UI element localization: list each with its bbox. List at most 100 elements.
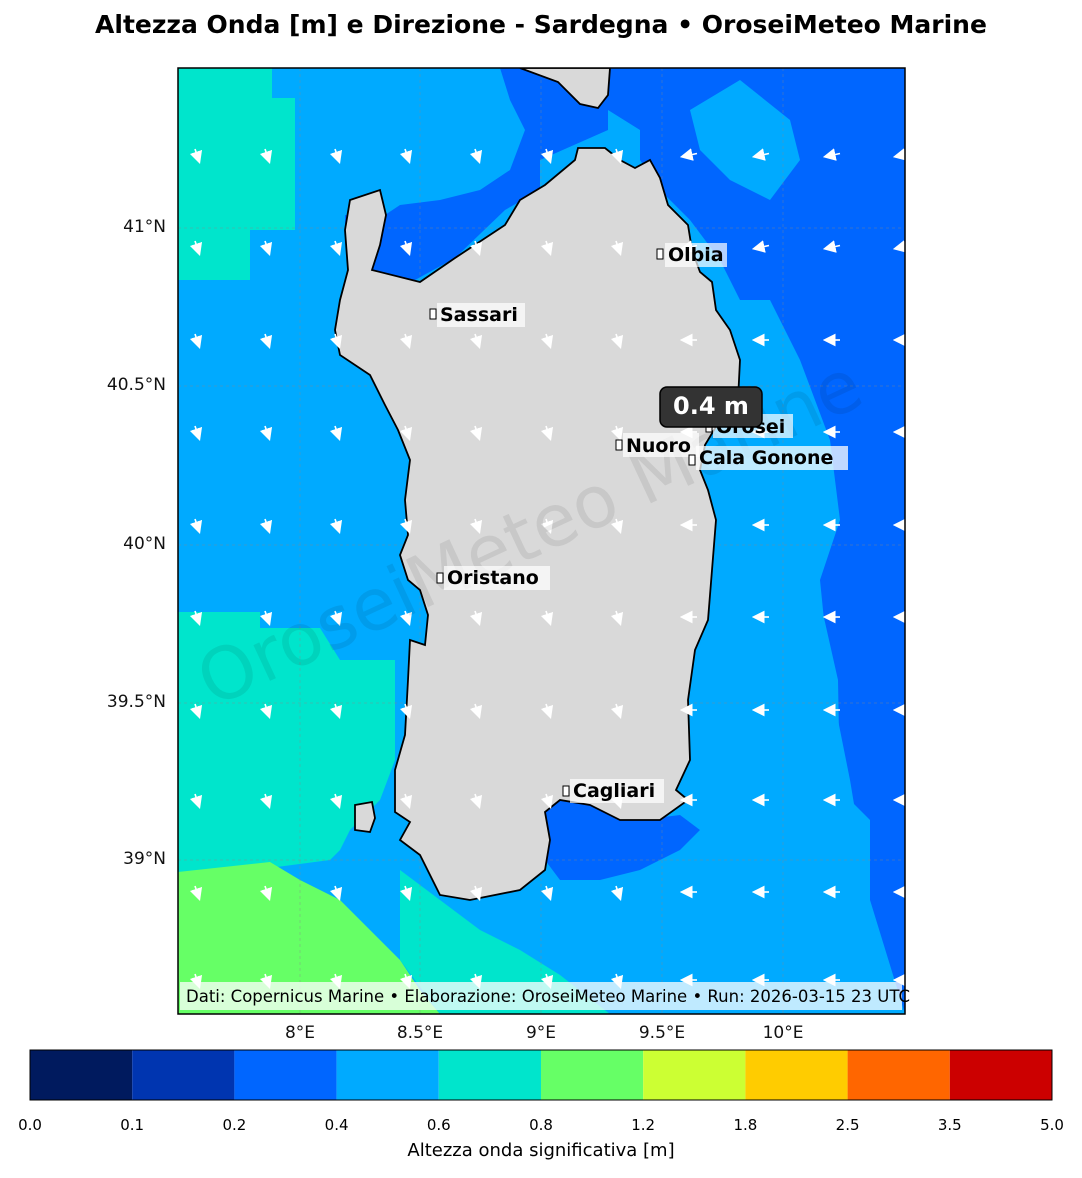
svg-text:Olbia: Olbia [668, 244, 724, 266]
direction-arrow [751, 148, 770, 161]
colorbar-tick: 1.2 [631, 1116, 656, 1134]
y-tick-40-5: 40.5°N [106, 375, 166, 395]
sea-zone-northeast [608, 68, 905, 1014]
direction-arrow [399, 793, 413, 810]
direction-arrow [822, 148, 841, 161]
svg-text:Dati: Copernicus Marine • Elab: Dati: Copernicus Marine • Elaborazione: … [186, 987, 910, 1006]
direction-arrow [259, 885, 273, 902]
colorbar-tick: 3.5 [937, 1116, 962, 1134]
city-cala-gonone: Cala Gonone [688, 446, 848, 470]
data-source-footer: Dati: Copernicus Marine • Elaborazione: … [180, 982, 910, 1010]
direction-arrow [259, 610, 273, 627]
direction-arrow [679, 148, 698, 161]
x-tick-9: 9°E [525, 1023, 557, 1043]
svg-text:Cagliari: Cagliari [573, 780, 655, 802]
sea-zone-northeast-light [690, 80, 800, 200]
direction-arrow [259, 333, 273, 350]
direction-arrow [822, 240, 841, 253]
sea-zone-west-north [178, 68, 295, 280]
direction-arrow [259, 793, 273, 810]
colorbar-tick: 1.8 [733, 1116, 758, 1134]
direction-arrow [259, 703, 273, 720]
direction-arrow [189, 703, 203, 720]
direction-arrow [189, 518, 203, 535]
direction-arrow [610, 425, 624, 442]
x-tick-9-5: 9.5°E [638, 1023, 686, 1043]
direction-arrow [259, 518, 273, 535]
colorbar-segment [745, 1050, 848, 1100]
direction-arrow [329, 610, 343, 627]
city-cagliari: Cagliari [562, 779, 664, 803]
y-tick-41: 41°N [123, 217, 166, 237]
corsica-land [519, 68, 611, 110]
direction-arrow [540, 885, 554, 902]
direction-arrow [540, 333, 554, 350]
svg-text:Oristano: Oristano [447, 567, 539, 589]
direction-arrow [399, 518, 413, 535]
y-tick-40: 40°N [123, 534, 166, 554]
sea-zone-north [345, 68, 608, 280]
colorbar-tick: 2.5 [835, 1116, 860, 1134]
colorbar-segment [541, 1050, 644, 1100]
sea-zone-east-light [700, 300, 905, 1014]
y-tick-39: 39°N [123, 849, 166, 869]
city-olbia: Olbia [656, 243, 727, 267]
direction-arrow [259, 425, 273, 442]
direction-arrow [469, 703, 483, 720]
direction-arrow [399, 333, 413, 350]
colorbar-tick: 0.8 [529, 1116, 553, 1134]
direction-arrow [399, 240, 413, 257]
direction-arrow [329, 148, 343, 165]
direction-arrow [540, 425, 554, 442]
x-tick-8-5: 8.5°E [396, 1023, 444, 1043]
direction-arrow [399, 425, 413, 442]
colorbar-tick: 0.1 [120, 1116, 145, 1134]
direction-arrow [610, 518, 624, 535]
direction-arrow [540, 793, 554, 810]
x-tick-10: 10°E [762, 1023, 804, 1043]
direction-arrow [189, 793, 203, 810]
direction-arrow [329, 425, 343, 442]
direction-arrow [892, 148, 905, 161]
svg-text:0.4 m: 0.4 m [673, 392, 749, 420]
direction-arrow [540, 703, 554, 720]
map-title: Altezza Onda [m] e Direzione - Sardegna … [95, 10, 987, 39]
direction-arrow [189, 610, 203, 627]
colorbar-segment [643, 1050, 746, 1100]
direction-arrow [751, 240, 770, 253]
direction-arrow [469, 333, 483, 350]
direction-arrow [610, 703, 624, 720]
direction-arrow [892, 240, 905, 253]
colorbar-segment [234, 1050, 337, 1100]
direction-arrow [469, 793, 483, 810]
svg-text:Cala Gonone: Cala Gonone [699, 447, 833, 469]
colorbar-tick: 5.0 [1040, 1116, 1064, 1134]
direction-arrow [540, 610, 554, 627]
direction-arrow [189, 148, 203, 165]
colorbar-tick: 0.6 [426, 1116, 451, 1134]
direction-arrow [329, 333, 343, 350]
colorbar-tick: 0.4 [324, 1116, 349, 1134]
direction-arrow [540, 240, 554, 257]
direction-arrow [399, 610, 413, 627]
colorbar-segment [949, 1050, 1052, 1100]
direction-arrow [469, 610, 483, 627]
y-tick-39-5: 39.5°N [106, 692, 166, 712]
colorbar-segment [30, 1050, 133, 1100]
svg-text:Sassari: Sassari [440, 304, 518, 326]
city-sassari: Sassari [429, 303, 525, 327]
sant-antioco-island [354, 800, 376, 833]
direction-arrow [469, 148, 483, 165]
direction-arrow [540, 518, 554, 535]
sea-zone-west-south [178, 612, 395, 880]
colorbar-segment [132, 1050, 235, 1100]
sardinia-land [334, 147, 741, 901]
direction-arrow [329, 518, 343, 535]
direction-arrow [329, 240, 343, 257]
city-oristano: Oristano [436, 566, 550, 590]
colorbar-label: Altezza onda significativa [m] [407, 1140, 675, 1161]
sea-zone-south-turquoise [400, 870, 610, 1014]
direction-arrow [189, 425, 203, 442]
colorbar [29, 1049, 1053, 1101]
